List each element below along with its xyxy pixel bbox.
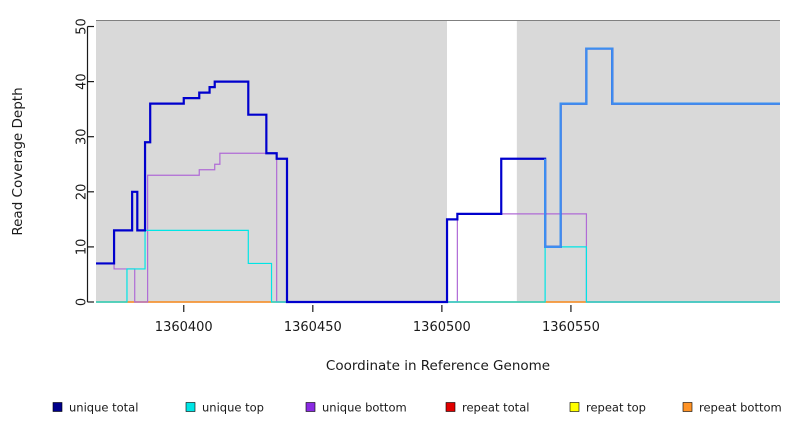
- chart-legend: unique total unique top unique bottom repea…: [52, 401, 782, 415]
- legend-label-repeat-top: repeat top: [586, 401, 646, 415]
- x-axis-title: Coordinate in Reference Genome: [326, 358, 550, 374]
- x-tick-label: 1360450: [284, 320, 342, 335]
- legend-label-repeat-bottom: repeat bottom: [699, 401, 782, 415]
- plot-area-gap: [447, 21, 517, 302]
- y-tick-label: 20: [75, 184, 90, 201]
- x-tick-label: 1360550: [542, 320, 600, 335]
- y-tick-label: 10: [75, 239, 90, 256]
- y-tick-label: 0: [75, 298, 90, 306]
- y-tick-label: 40: [75, 73, 90, 90]
- x-axis: 1360400 1360450 1360500 1360550: [155, 305, 600, 335]
- y-axis: 0 10 20 30 40 50: [75, 18, 94, 306]
- plot-background: [96, 21, 780, 302]
- y-tick-label: 30: [75, 128, 90, 145]
- series-line-unique-top: [96, 229, 780, 303]
- x-tick-label: 1360400: [155, 320, 213, 335]
- legend-label-unique-total: unique total: [69, 401, 138, 415]
- legend-swatch-unique-bottom: [305, 402, 316, 412]
- y-tick-label: 50: [75, 18, 90, 35]
- legend-label-unique-top: unique top: [202, 401, 264, 415]
- series-layer: [96, 47, 780, 304]
- plot-area-right: [516, 21, 780, 302]
- plot-area-left: [96, 21, 448, 302]
- legend-swatch-unique-top: [185, 402, 196, 412]
- legend-label-repeat-total: repeat total: [462, 401, 529, 415]
- legend-swatch-repeat-bottom: [682, 402, 693, 412]
- axis-titles: Coordinate in Reference Genome Read Cover…: [10, 87, 550, 374]
- legend-swatch-unique-total: [52, 402, 63, 412]
- x-tick-label: 1360500: [413, 320, 471, 335]
- series-line-unique-total-overlap: [544, 47, 780, 248]
- series-line-unique-bottom: [96, 152, 780, 303]
- legend-swatch-repeat-top: [569, 402, 580, 412]
- legend-label-unique-bottom: unique bottom: [322, 401, 407, 415]
- y-axis-title: Read Coverage Depth: [10, 87, 26, 235]
- legend-swatch-repeat-total: [445, 402, 456, 412]
